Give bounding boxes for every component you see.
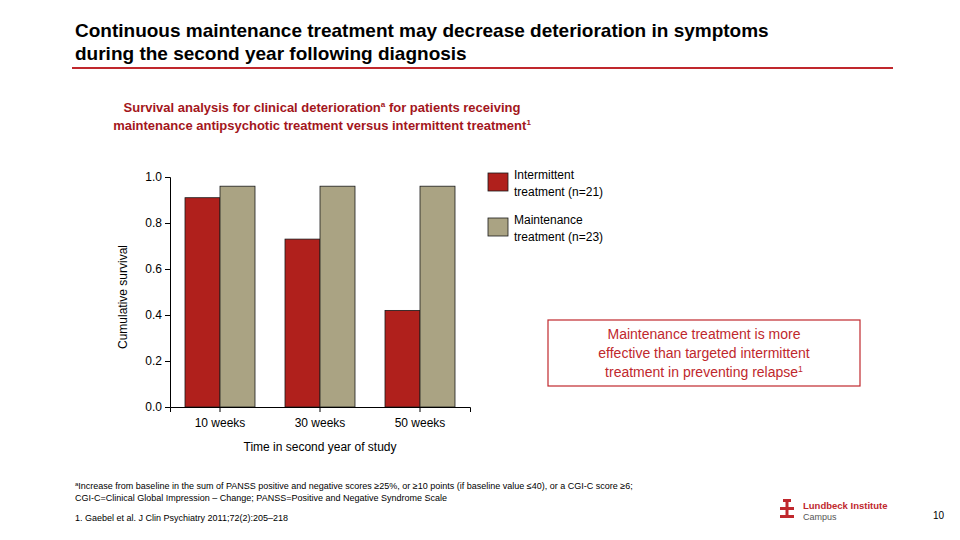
title-rule (72, 67, 893, 69)
subtitle: maintenance antipsychotic treatment vers… (113, 118, 531, 133)
y-tick: 1.0 (145, 170, 170, 184)
annotation-text: Maintenance treatment is more (608, 326, 801, 342)
text-run: maintenance antipsychotic treatment vers… (113, 118, 527, 133)
x-axis-title: Time in second year of study (244, 440, 397, 454)
y-tick-label: 0.4 (145, 308, 162, 322)
annotation: Maintenance treatment is more effective t… (548, 320, 860, 386)
legend-label: Maintenancetreatment (n=23) (514, 213, 603, 244)
logo-icon (780, 515, 794, 518)
superscript: 1 (798, 364, 803, 374)
y-tick-label: 0.0 (145, 400, 162, 414)
subtitle: Survival analysis for clinical deteriora… (124, 100, 521, 115)
x-tick-mark (320, 407, 321, 412)
text-run: treatment in preventing relapse (605, 364, 798, 380)
y-tick-mark (165, 269, 170, 270)
x-tick-label: 50 weeks (395, 416, 446, 430)
y-tick-mark (165, 407, 170, 408)
bar (420, 186, 455, 407)
logo-text: Campus (803, 512, 837, 522)
bar (320, 186, 355, 407)
logo: Lundbeck InstituteCampus (780, 499, 887, 522)
bars (185, 186, 455, 407)
legend-swatch (488, 218, 508, 236)
y-tick-label: 0.8 (145, 216, 162, 230)
legend-swatch (488, 173, 508, 191)
bar (385, 310, 420, 407)
y-tick: 0.4 (145, 308, 170, 322)
annotation-box (548, 320, 860, 386)
logo-icon (780, 507, 794, 510)
text-run: effective than targeted intermittent (598, 345, 810, 361)
y-tick-mark (165, 177, 170, 178)
y-tick-label: 0.6 (145, 262, 162, 276)
x-tick: 10 weeks (195, 407, 246, 430)
y-axis-title: Cumulative survival (116, 245, 130, 349)
legend-label: Intermittenttreatment (n=21) (514, 168, 603, 199)
annotation-text: effective than targeted intermittent (598, 345, 810, 361)
title: during the second year following diagnos… (75, 43, 467, 64)
x-tick-label: 10 weeks (195, 416, 246, 430)
x-tick: 30 weeks (295, 407, 346, 430)
y-tick-label: 1.0 (145, 170, 162, 184)
x-tick: 50 weeks (395, 407, 446, 430)
logo-icon (783, 499, 791, 502)
x-axis: 10 weeks 30 weeks 50 weeks (171, 407, 471, 430)
x-tick-label: 30 weeks (295, 416, 346, 430)
superscript: 1 (526, 118, 531, 127)
footnote: CGI-C=Clinical Global Impression – Chang… (75, 493, 447, 503)
bar (285, 239, 320, 407)
y-tick: 0.2 (145, 354, 170, 368)
y-tick: 0.6 (145, 262, 170, 276)
x-axis-line (171, 408, 471, 413)
text-run: Survival analysis for clinical deteriora… (124, 100, 381, 115)
x-tick-mark (220, 407, 221, 412)
footnote: aIncrease from baseline in the sum of PA… (75, 481, 633, 491)
slide: Continuous maintenance treatment may dec… (0, 0, 960, 540)
logo-text: Lundbeck Institute (803, 500, 887, 511)
annotation-text: treatment in preventing relapse1 (605, 364, 803, 380)
bar (185, 198, 220, 407)
text-run: Maintenance treatment is more (608, 326, 801, 342)
y-tick-mark (165, 223, 170, 224)
text-run: for patients receiving (385, 100, 520, 115)
legend: Intermittenttreatment (n=21) Maintenancet… (488, 168, 603, 244)
y-tick-mark (165, 315, 170, 316)
y-tick-mark (165, 361, 170, 362)
y-tick: 0.0 (145, 400, 170, 414)
reference: 1. Gaebel et al. J Clin Psychiatry 2011;… (75, 513, 288, 523)
y-tick: 0.8 (145, 216, 170, 230)
page-number: 10 (933, 510, 945, 521)
footnote-text: Increase from baseline in the sum of PAN… (78, 481, 632, 491)
x-tick-mark (420, 407, 421, 412)
y-axis-line (165, 178, 171, 408)
y-tick-label: 0.2 (145, 354, 162, 368)
y-axis: 0.0 0.2 0.4 0.6 0.8 1.0 (145, 170, 170, 414)
bar (220, 186, 255, 407)
title: Continuous maintenance treatment may dec… (75, 20, 769, 41)
